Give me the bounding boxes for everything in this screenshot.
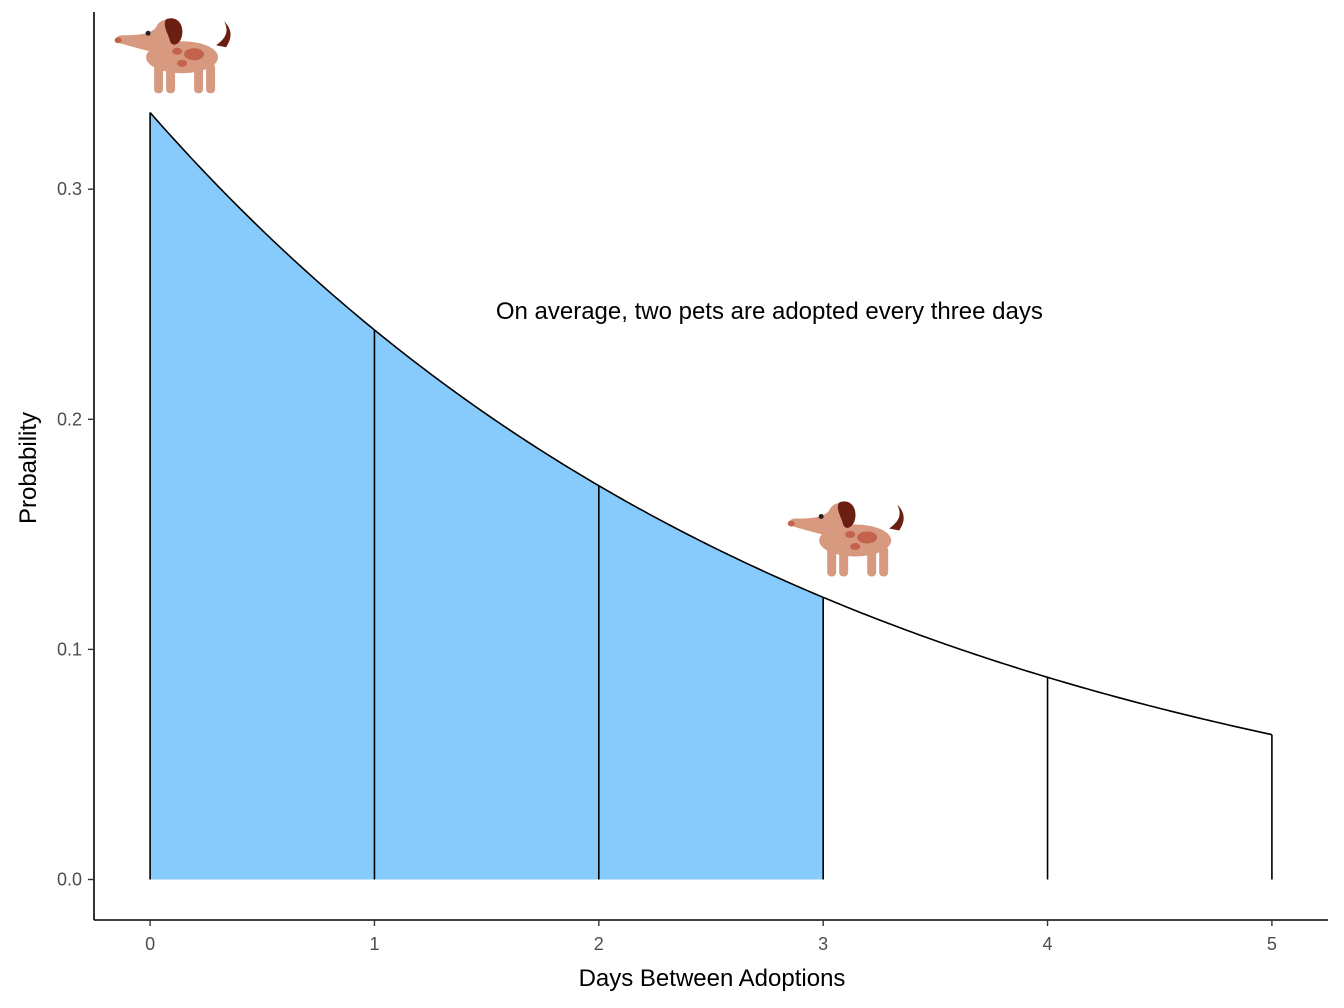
- x-tick-label: 4: [1043, 934, 1053, 954]
- dog-spot: [850, 542, 861, 550]
- dog-spot: [177, 59, 188, 67]
- dog-spot: [845, 530, 856, 538]
- dog-leg: [206, 63, 216, 94]
- dog-tail: [889, 504, 904, 531]
- annotation-text: On average, two pets are adopted every t…: [496, 298, 1043, 325]
- x-axis-title: Days Between Adoptions: [579, 965, 846, 992]
- y-tick-label: 0.3: [57, 179, 82, 199]
- curve-layer: [149, 112, 1273, 736]
- y-tick-label: 0.2: [57, 409, 82, 429]
- dog-nose: [787, 520, 795, 527]
- shaded-area: [150, 112, 824, 880]
- dog-ear: [837, 501, 856, 528]
- y-tick-label: 0.0: [57, 870, 82, 890]
- axes: 0 1 2 3 4 5 0.0 0.1 0.2 0.3: [57, 12, 1328, 954]
- dog-tail: [216, 21, 231, 48]
- x-tick-label: 0: [145, 934, 155, 954]
- dog-leg: [879, 546, 889, 577]
- dog-leg: [194, 63, 204, 94]
- dog-leg: [867, 546, 877, 577]
- dog-ear: [164, 18, 183, 45]
- dog-leg: [839, 546, 849, 577]
- x-tick-label: 2: [594, 934, 604, 954]
- shaded-area-layer: [150, 112, 824, 880]
- dog-icon: [114, 18, 231, 94]
- dog-spot: [184, 48, 205, 61]
- dog-head: [116, 19, 180, 54]
- dog-leg: [166, 63, 176, 94]
- vertical-lines-layer: [149, 112, 1273, 880]
- x-tick-label: 3: [818, 934, 828, 954]
- dog-leg: [154, 63, 164, 94]
- dog-spot: [857, 531, 878, 544]
- dog-icon: [787, 501, 904, 577]
- dog-nose: [114, 37, 122, 44]
- dog-head: [789, 502, 853, 537]
- dog-eye: [818, 513, 824, 519]
- density-curve: [149, 112, 1273, 736]
- dog-leg: [827, 546, 837, 577]
- dog-eye: [145, 30, 151, 36]
- dog-spot: [172, 47, 183, 55]
- y-tick-label: 0.1: [57, 639, 82, 659]
- y-axis-title: Probability: [15, 412, 42, 524]
- x-tick-label: 5: [1267, 934, 1277, 954]
- dog-icons-layer: [114, 18, 904, 577]
- x-tick-label: 1: [369, 934, 379, 954]
